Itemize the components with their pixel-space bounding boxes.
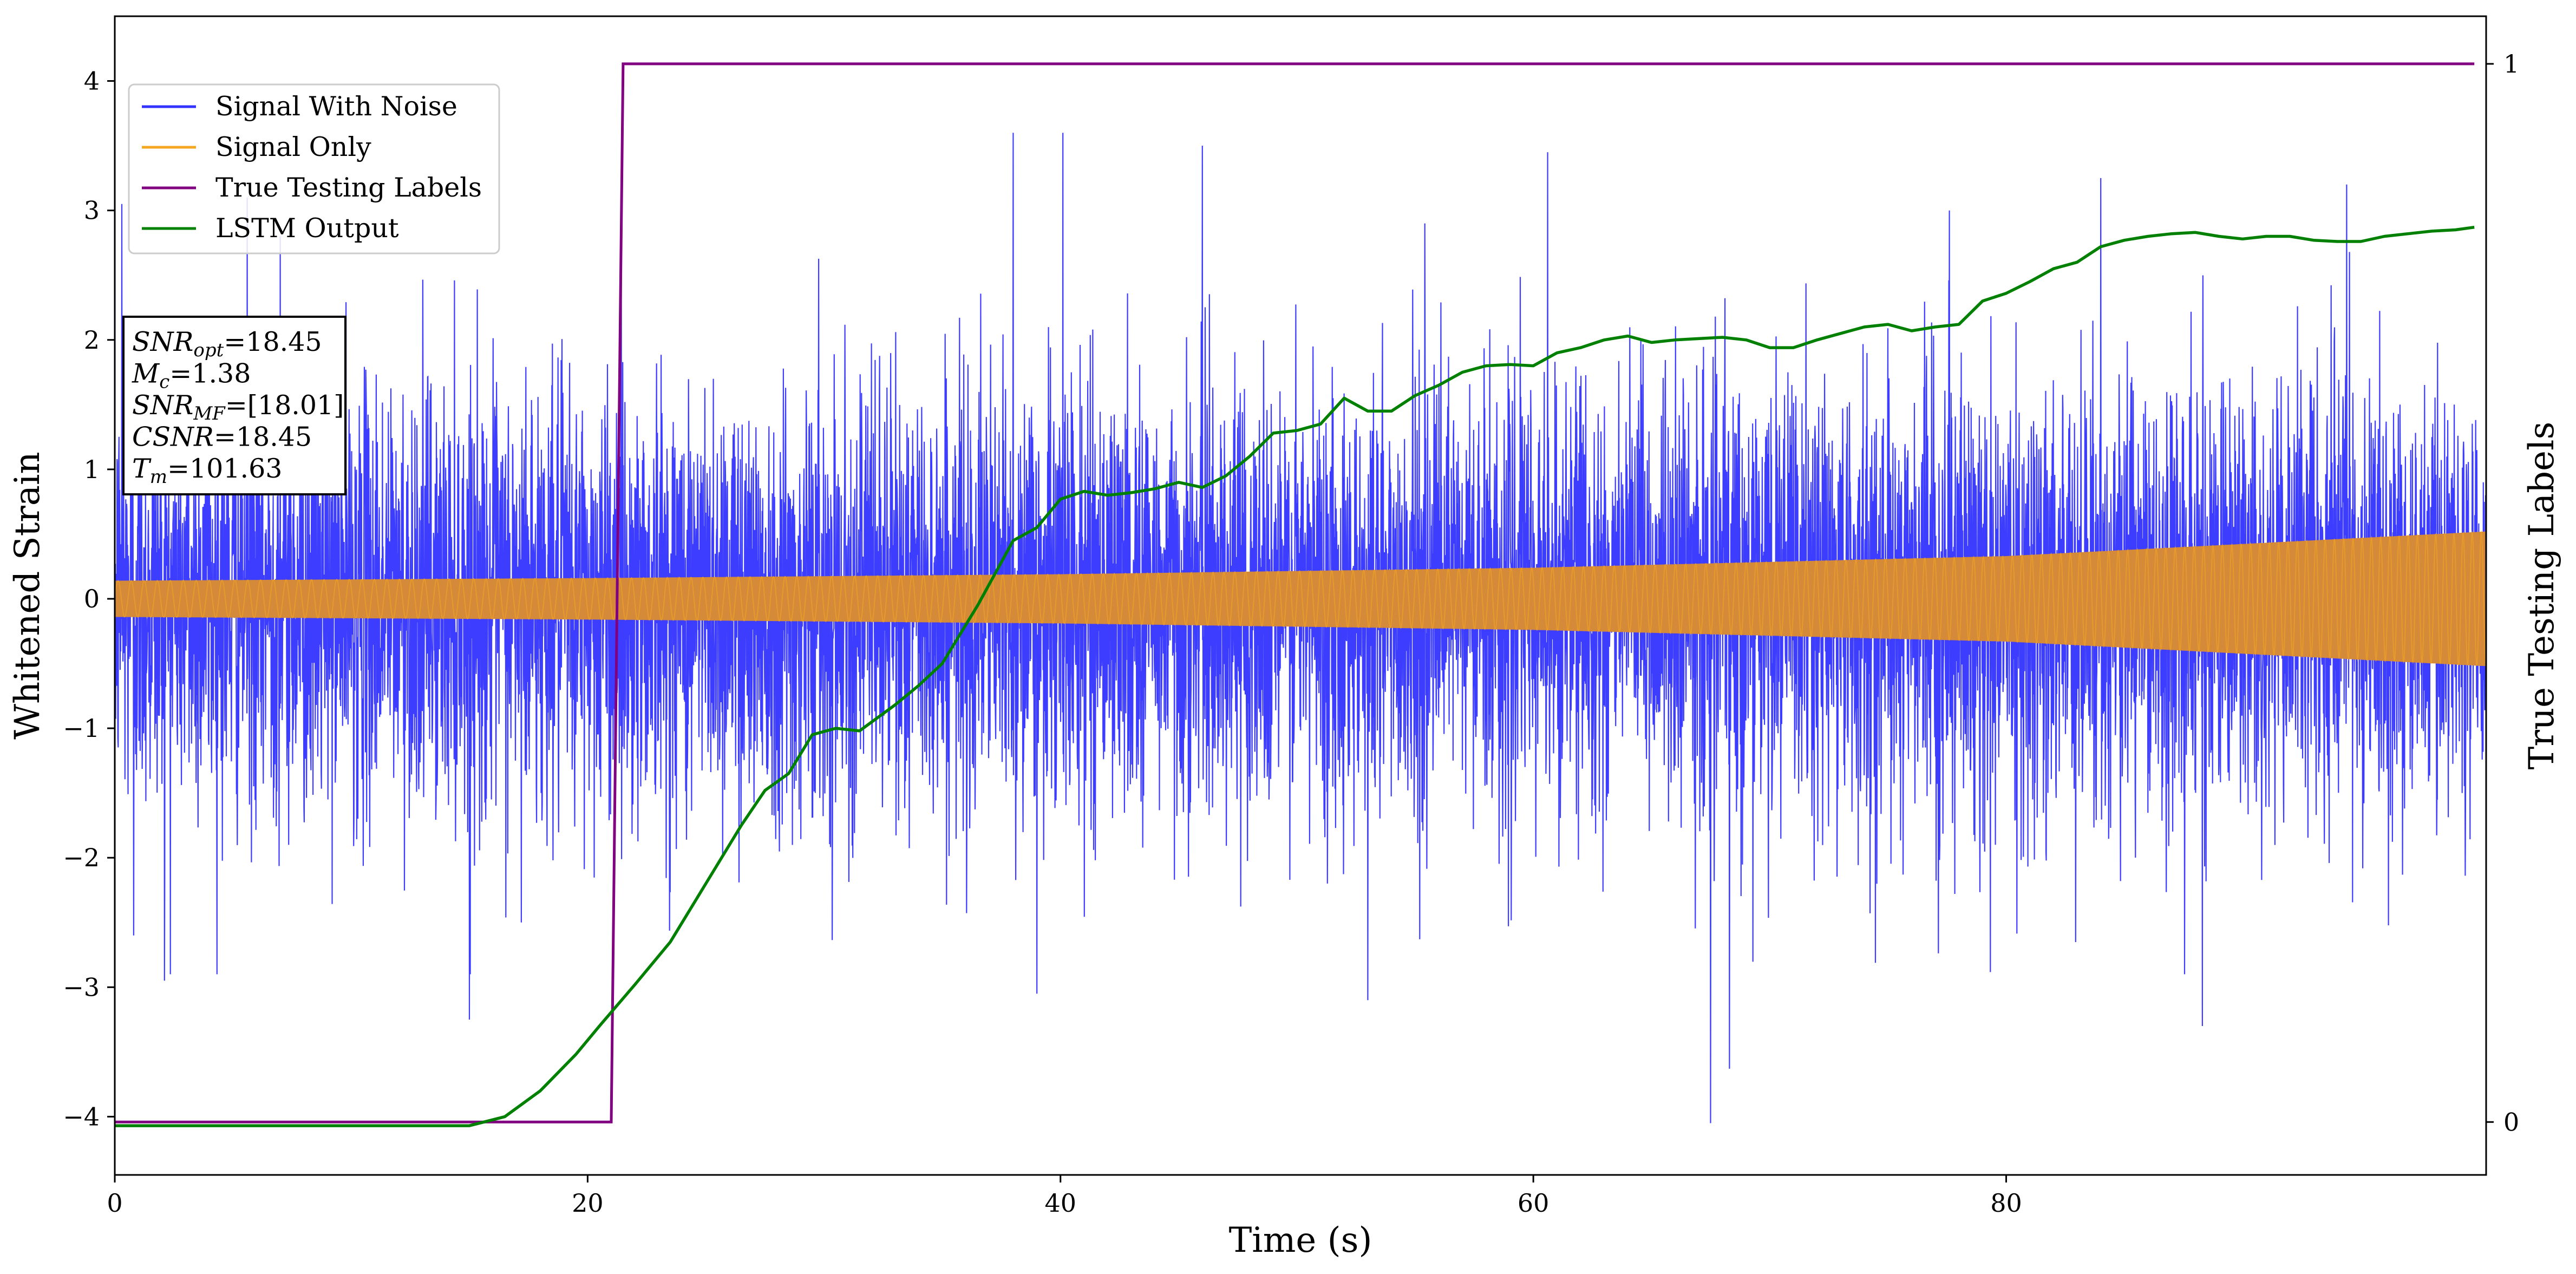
- signal-only-band: [115, 531, 2486, 667]
- plot-area: [115, 62, 2486, 1127]
- y-tick-label: 3: [84, 196, 100, 225]
- y2-tick-label: 1: [2503, 49, 2519, 79]
- y-tick-label: 4: [84, 67, 100, 96]
- true-testing-labels-line: [115, 62, 2475, 1123]
- legend-label: Signal Only: [215, 132, 371, 162]
- legend-box: [128, 83, 500, 254]
- y-tick-label: 0: [84, 584, 100, 613]
- y-tick-label: −2: [63, 843, 100, 872]
- annotation-line: Tm=101.63: [132, 453, 282, 488]
- y-tick-label: −1: [63, 714, 100, 743]
- legend-label: Signal With Noise: [215, 91, 457, 122]
- y-tick-label: 1: [84, 455, 100, 484]
- y-axis-label: Whitened Strain: [8, 452, 48, 739]
- legend-label: LSTM Output: [215, 213, 399, 244]
- annotation-line: Mc=1.38: [132, 358, 251, 393]
- y-tick-label: −3: [63, 972, 100, 1002]
- x-axis-label: Time (s): [1229, 1220, 1372, 1260]
- x-tick-label: 80: [1990, 1188, 2022, 1218]
- legend-label: True Testing Labels: [215, 172, 482, 203]
- x-tick-label: 0: [107, 1188, 122, 1218]
- y-tick-label: 2: [84, 325, 100, 355]
- x-tick-label: 40: [1044, 1188, 1076, 1218]
- y-tick-label: −4: [63, 1102, 100, 1131]
- signal-only-line: [115, 530, 2486, 667]
- plot-frame: [114, 15, 2487, 1176]
- lstm-output-line: [115, 225, 2475, 1127]
- annotation-line: SNRopt=18.45: [132, 326, 322, 361]
- legend: Signal With Noise Signal Only True Testing…: [128, 83, 500, 254]
- stats-annotation-box: SNRopt=18.45Mc=1.38SNRMF=[18.01]CSNR=18.…: [122, 316, 346, 495]
- y2-axis-label: True Testing Labels: [2522, 422, 2562, 770]
- x-tick-label: 60: [1518, 1188, 1549, 1218]
- x-tick-label: 20: [572, 1188, 604, 1218]
- annotation-line: SNRMF=[18.01]: [132, 390, 344, 424]
- annotation-line: CSNR=18.45: [132, 422, 312, 453]
- y2-tick-label: 0: [2503, 1107, 2519, 1136]
- annotation-frame: [122, 316, 346, 495]
